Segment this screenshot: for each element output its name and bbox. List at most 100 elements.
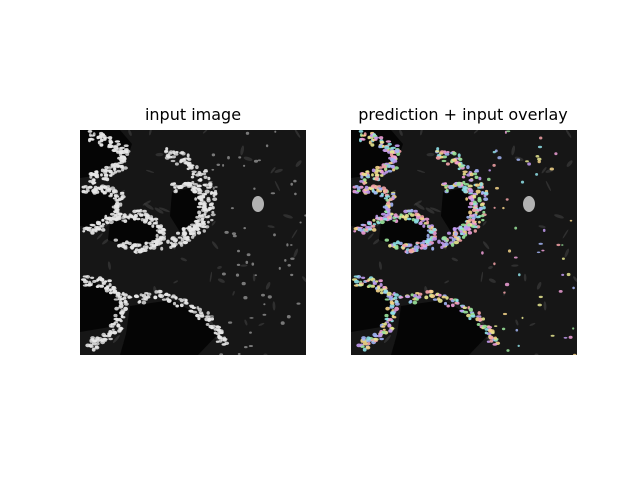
nucleus bbox=[471, 216, 476, 220]
nucleus bbox=[539, 136, 543, 140]
nucleus bbox=[203, 183, 209, 187]
nucleus bbox=[401, 246, 405, 250]
nucleus bbox=[426, 233, 430, 238]
stroma-cell bbox=[482, 241, 490, 250]
nucleus bbox=[122, 244, 125, 247]
nucleus bbox=[472, 192, 477, 196]
nucleus bbox=[243, 164, 246, 167]
nucleus bbox=[173, 152, 179, 156]
nucleus bbox=[372, 282, 377, 285]
nucleus bbox=[265, 144, 269, 148]
nucleus bbox=[114, 201, 120, 206]
nucleus bbox=[384, 145, 390, 150]
nucleus bbox=[374, 185, 378, 190]
nucleus bbox=[109, 174, 113, 177]
nucleus bbox=[427, 243, 432, 246]
nucleus bbox=[383, 197, 388, 200]
nucleus bbox=[142, 209, 147, 213]
nucleus bbox=[102, 136, 109, 139]
nucleus bbox=[113, 313, 118, 318]
nucleus bbox=[203, 175, 208, 179]
nucleus bbox=[103, 173, 109, 177]
nucleus bbox=[384, 214, 389, 217]
nucleus bbox=[467, 184, 473, 188]
stroma-cell bbox=[399, 130, 403, 137]
nucleus bbox=[396, 152, 401, 156]
stroma-cell bbox=[211, 241, 219, 250]
nucleus bbox=[228, 321, 233, 324]
nucleus bbox=[117, 162, 122, 165]
nucleus bbox=[169, 241, 173, 245]
nucleus bbox=[394, 149, 400, 153]
nucleus bbox=[478, 317, 483, 322]
nucleus bbox=[91, 182, 95, 185]
nucleus bbox=[216, 163, 221, 166]
nucleus bbox=[175, 304, 179, 308]
nucleus bbox=[468, 218, 473, 222]
nucleus bbox=[114, 306, 119, 311]
stroma-cell bbox=[378, 261, 382, 270]
nucleus bbox=[458, 157, 463, 161]
nucleus bbox=[117, 329, 122, 333]
nucleus bbox=[102, 338, 108, 341]
nucleus bbox=[393, 293, 399, 297]
nucleus bbox=[367, 222, 372, 226]
nucleus bbox=[184, 298, 188, 302]
nucleus bbox=[392, 316, 397, 319]
nucleus bbox=[187, 157, 192, 161]
nucleus bbox=[106, 285, 109, 290]
nucleus bbox=[82, 230, 86, 233]
stroma-cell bbox=[265, 281, 271, 290]
nucleus bbox=[473, 172, 478, 176]
nucleus bbox=[89, 137, 93, 141]
nucleus bbox=[366, 190, 371, 194]
nucleus bbox=[480, 214, 485, 218]
nucleus bbox=[111, 165, 116, 169]
nucleus bbox=[109, 169, 113, 174]
nucleus bbox=[191, 172, 195, 176]
nucleus bbox=[86, 227, 91, 232]
nucleus bbox=[103, 185, 107, 190]
nucleus bbox=[357, 227, 362, 232]
nucleus bbox=[381, 325, 386, 328]
stroma-cell bbox=[217, 278, 225, 283]
stroma-cell bbox=[96, 233, 103, 240]
nucleus bbox=[192, 183, 199, 186]
nucleus bbox=[170, 159, 176, 163]
stroma-cell bbox=[173, 280, 179, 284]
nucleus bbox=[379, 187, 383, 191]
nucleus bbox=[235, 273, 240, 277]
nucleus bbox=[542, 228, 546, 232]
nucleus bbox=[550, 334, 555, 337]
nucleus bbox=[465, 197, 469, 201]
nucleus bbox=[222, 164, 225, 167]
nucleus bbox=[107, 279, 112, 283]
nucleus bbox=[207, 176, 211, 181]
nucleus bbox=[446, 151, 450, 154]
nucleus bbox=[110, 144, 114, 148]
nucleus bbox=[213, 331, 217, 335]
nucleus bbox=[394, 306, 399, 311]
overlay-image-title: prediction + input overlay bbox=[358, 105, 568, 124]
nucleus bbox=[267, 295, 272, 299]
nucleus bbox=[89, 175, 93, 179]
nucleus bbox=[379, 291, 384, 295]
nucleus bbox=[480, 182, 483, 187]
nucleus bbox=[82, 227, 88, 231]
stroma-cell bbox=[154, 207, 164, 214]
nucleus bbox=[102, 190, 106, 195]
nucleus bbox=[125, 152, 130, 156]
nucleus bbox=[161, 298, 167, 301]
nucleus bbox=[211, 168, 215, 171]
nucleus bbox=[209, 315, 214, 319]
nucleus bbox=[296, 302, 301, 305]
nucleus bbox=[437, 298, 443, 303]
stroma-cell bbox=[444, 280, 450, 284]
nucleus bbox=[168, 155, 173, 159]
nucleus bbox=[113, 238, 118, 242]
nucleus bbox=[383, 217, 388, 221]
nucleus bbox=[205, 209, 211, 212]
stroma-cell bbox=[564, 248, 570, 258]
nucleus bbox=[174, 239, 178, 242]
nucleus bbox=[124, 244, 128, 249]
